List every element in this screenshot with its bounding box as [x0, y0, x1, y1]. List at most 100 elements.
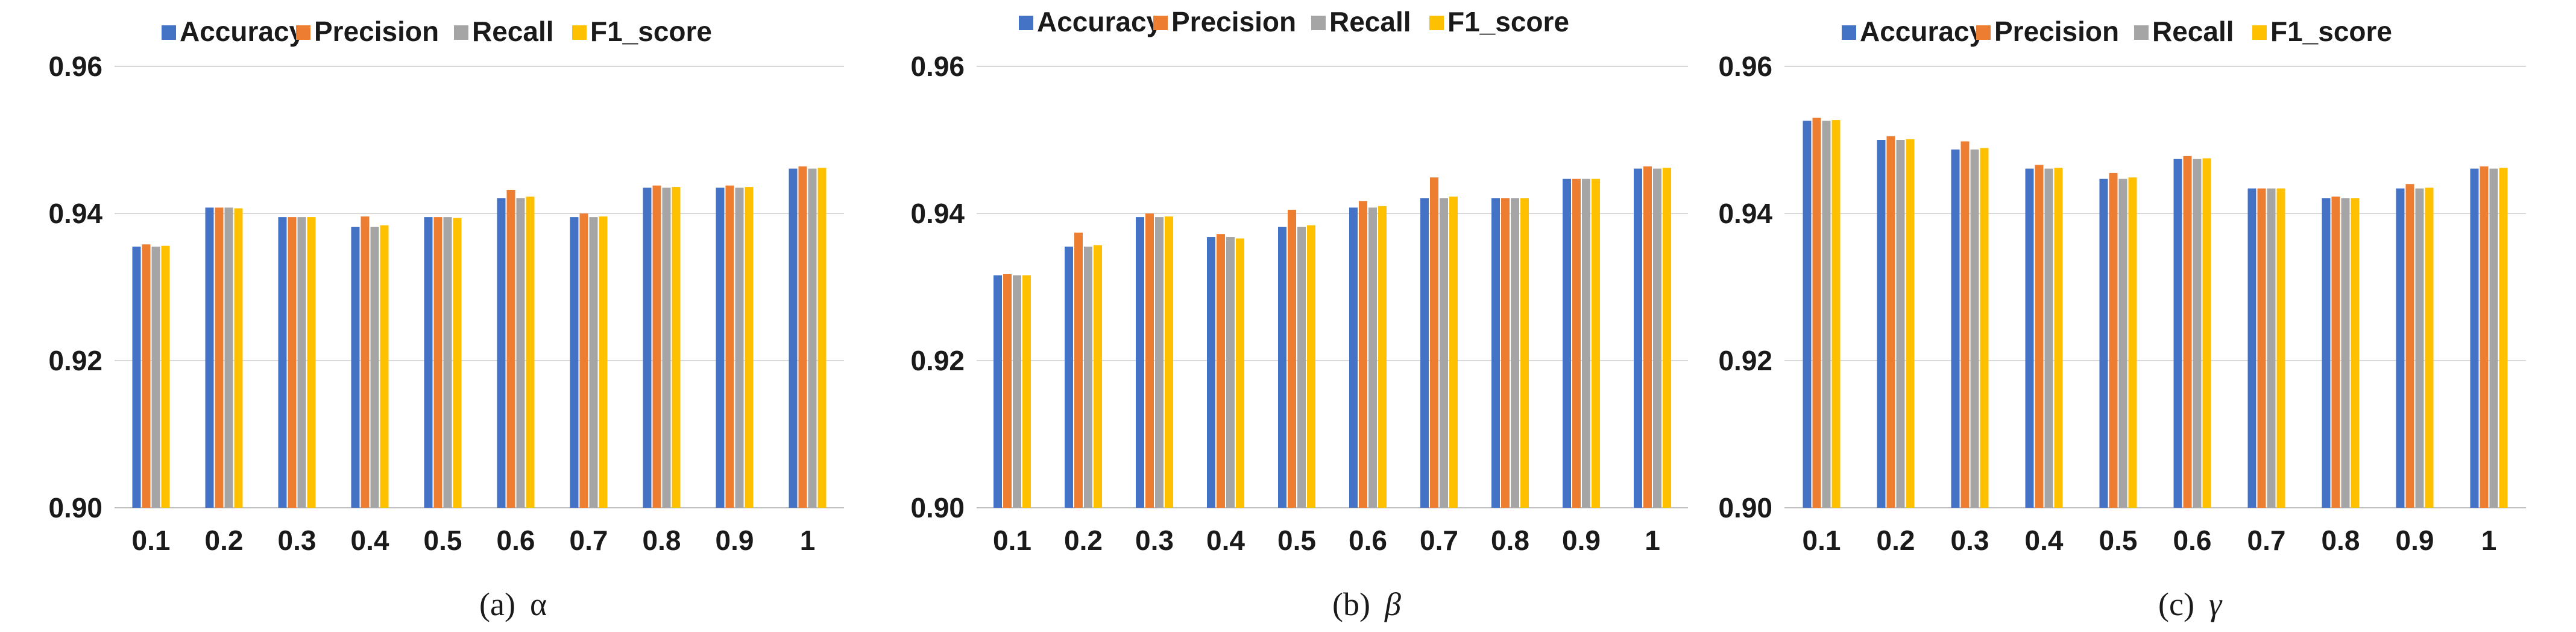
bar-f1-score-1	[817, 168, 827, 508]
bar-accuracy-0-2	[205, 207, 214, 508]
bar-accuracy-0-9	[2396, 188, 2405, 508]
x-tick-label: 0.4	[1206, 525, 1245, 556]
bar-recall-0-7	[1440, 198, 1448, 508]
bar-precision-0-5	[2109, 172, 2118, 508]
bar-accuracy-0-9	[716, 188, 725, 508]
bar-accuracy-0-4	[351, 226, 360, 508]
caption-symbol: α	[530, 586, 547, 622]
chart-caption: (c) γ	[2158, 586, 2223, 622]
y-tick-label: 0.92	[48, 345, 102, 376]
bar-precision-0-1	[1812, 118, 1821, 508]
bar-f1-score-0-1	[161, 245, 170, 508]
bar-f1-score-0-6	[2202, 158, 2211, 508]
legend-label-f1-score: F1_score	[1447, 6, 1569, 37]
bar-accuracy-1	[2470, 168, 2479, 508]
x-tick-label: 0.2	[1877, 525, 1915, 556]
bar-recall-0-6	[1368, 207, 1377, 508]
x-tick-label: 0.6	[1349, 525, 1387, 556]
y-tick-label: 0.90	[910, 492, 965, 523]
bar-accuracy-0-8	[1491, 198, 1500, 508]
bar-precision-1	[798, 166, 807, 508]
bar-precision-0-4	[2035, 165, 2044, 508]
caption-symbol: γ	[2209, 586, 2223, 622]
bar-accuracy-0-9	[1563, 179, 1571, 508]
bar-accuracy-0-5	[424, 217, 433, 508]
bar-f1-score-0-9	[2425, 188, 2434, 508]
bar-accuracy-1	[789, 168, 798, 508]
x-tick-label: 0.9	[2396, 525, 2434, 556]
bar-precision-0-4	[1217, 234, 1225, 508]
bar-accuracy-0-3	[1951, 149, 1960, 508]
bar-recall-0-8	[662, 188, 671, 508]
x-tick-label: 1	[800, 525, 816, 556]
y-tick-label: 0.96	[1718, 51, 1772, 82]
bar-recall-0-2	[224, 207, 233, 508]
bar-precision-0-6	[1359, 201, 1367, 508]
x-tick-label: 0.3	[278, 525, 316, 556]
x-tick-label: 0.4	[351, 525, 389, 556]
bar-precision-0-7	[579, 213, 588, 508]
legend-label-accuracy: Accuracy	[180, 16, 305, 47]
bar-accuracy-0-1	[1803, 121, 1812, 508]
bar-recall-0-4	[1226, 237, 1235, 508]
bar-f1-score-1	[1663, 168, 1671, 508]
x-tick-label: 0.5	[424, 525, 462, 556]
legend-swatch-accuracy	[1019, 16, 1033, 30]
bar-precision-0-1	[1003, 274, 1012, 508]
bar-f1-score-0-3	[1980, 148, 1989, 508]
bar-f1-score-0-1	[1022, 275, 1031, 508]
legend-label-f1-score: F1_score	[590, 16, 712, 47]
legend-label-f1-score: F1_score	[2270, 16, 2392, 47]
caption-prefix: (a)	[479, 586, 515, 622]
x-tick-label: 0.7	[1420, 525, 1458, 556]
bar-recall-0-8	[1511, 198, 1519, 508]
bar-precision-0-4	[361, 216, 370, 508]
bar-accuracy-0-6	[2173, 159, 2182, 508]
bar-recall-0-9	[2415, 188, 2424, 508]
bar-recall-1	[2489, 168, 2498, 508]
caption-prefix: (b)	[1332, 586, 1370, 622]
bar-precision-0-7	[2257, 188, 2266, 508]
chart-caption: (a) α	[479, 586, 547, 622]
bar-f1-score-0-8	[1520, 198, 1529, 508]
bar-precision-0-3	[1145, 213, 1154, 508]
bar-f1-score-0-7	[1449, 196, 1458, 508]
bar-precision-0-9	[2405, 184, 2414, 508]
y-tick-label: 0.94	[48, 198, 102, 229]
y-tick-label: 0.94	[1718, 198, 1772, 229]
y-tick-label: 0.96	[910, 51, 965, 82]
bar-accuracy-0-2	[1877, 140, 1886, 508]
bar-precision-0-3	[288, 217, 297, 508]
bar-accuracy-0-7	[570, 217, 579, 508]
bar-precision-0-1	[142, 244, 151, 508]
bar-accuracy-0-4	[1207, 237, 1215, 508]
bar-precision-0-5	[1288, 209, 1296, 508]
x-tick-label: 0.9	[716, 525, 754, 556]
x-tick-label: 0.2	[1064, 525, 1103, 556]
x-tick-label: 1	[1645, 525, 1660, 556]
legend-swatch-recall	[2134, 25, 2149, 40]
legend-swatch-recall	[454, 25, 468, 40]
x-tick-label: 0.1	[132, 525, 171, 556]
legend-label-recall: Recall	[2152, 16, 2234, 47]
bar-precision-0-5	[433, 217, 442, 508]
x-tick-label: 0.4	[2025, 525, 2064, 556]
bar-f1-score-0-5	[2128, 177, 2137, 508]
bar-f1-score-0-5	[453, 218, 462, 508]
legend-label-precision: Precision	[1171, 6, 1296, 37]
bar-accuracy-0-6	[497, 198, 506, 508]
bar-precision-0-2	[215, 207, 224, 508]
x-tick-label: 0.7	[570, 525, 608, 556]
y-tick-label: 0.92	[1718, 345, 1772, 376]
bar-recall-1	[808, 168, 817, 508]
bar-precision-0-7	[1430, 177, 1438, 508]
bar-accuracy-0-7	[1420, 198, 1429, 508]
legend-label-precision: Precision	[314, 16, 439, 47]
bar-f1-score-0-8	[672, 187, 681, 508]
bar-accuracy-0-6	[1349, 207, 1358, 508]
y-tick-label: 0.94	[910, 198, 965, 229]
bar-accuracy-1	[1634, 168, 1642, 508]
bar-precision-0-2	[1886, 136, 1895, 508]
bar-recall-0-8	[2341, 198, 2350, 508]
bar-accuracy-0-2	[1065, 246, 1073, 508]
